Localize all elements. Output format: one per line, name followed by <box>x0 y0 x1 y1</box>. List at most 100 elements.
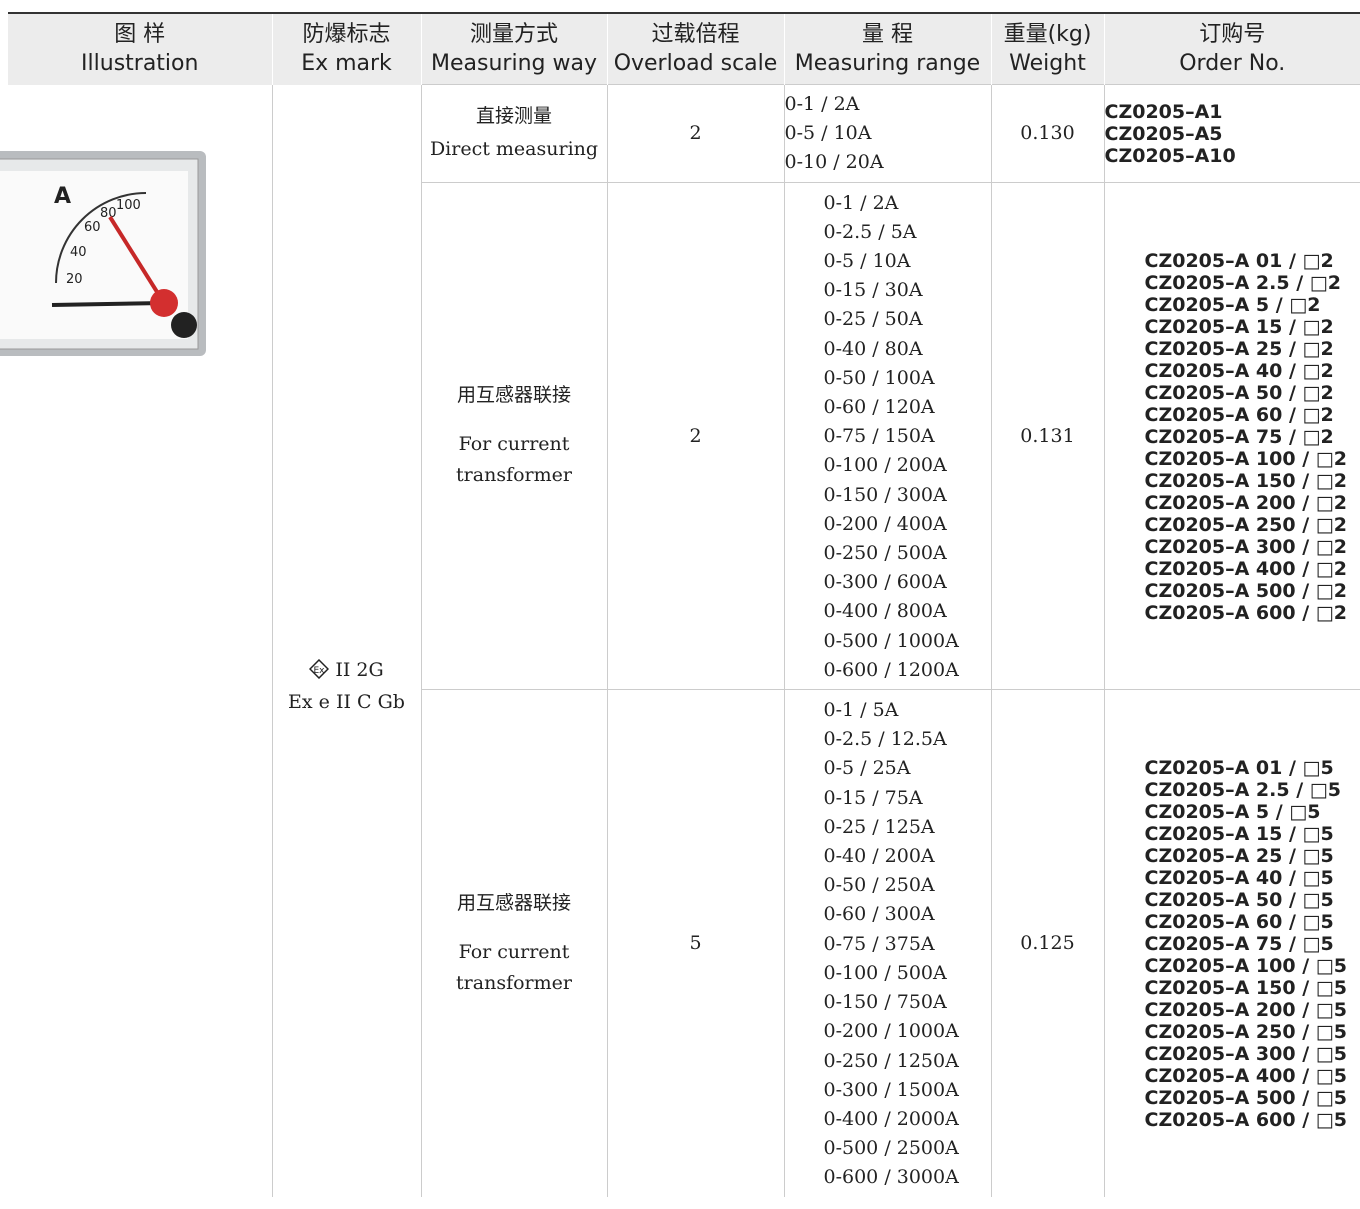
range-item: 0-50 / 100A <box>823 366 935 389</box>
range-item: 0-40 / 80A <box>823 337 923 360</box>
svg-text:100: 100 <box>116 198 141 213</box>
header-zh: 重量(kg) <box>1003 22 1092 47</box>
order-item: CZ0205–A 15 / □5 <box>1144 823 1334 846</box>
order-cell: CZ0205–A 01 / □2 CZ0205–A 2.5 / □2 CZ0205–… <box>1103 181 1360 690</box>
header-en: Measuring range <box>794 51 981 76</box>
range-item: 0-25 / 125A <box>823 815 935 838</box>
order-item: CZ0205–A 100 / □5 <box>1144 955 1347 978</box>
header-cell: 量 程 Measuring range <box>783 14 991 85</box>
svg-text:20: 20 <box>66 272 83 287</box>
order-item: CZ0205–A 600 / □2 <box>1144 601 1347 624</box>
order-item: CZ0205–A 150 / □2 <box>1144 469 1347 492</box>
svg-text:Ex: Ex <box>314 666 326 676</box>
order-item: CZ0205–A 150 / □5 <box>1144 977 1347 1000</box>
order-item: CZ0205–A 100 / □2 <box>1144 447 1347 470</box>
range-item: 0-100 / 200A <box>823 454 947 477</box>
range-cell: 0-1 / 2A 0-5 / 10A 0-10 / 20A <box>783 84 991 183</box>
method-zh: 直接测量 <box>475 105 552 128</box>
overload-cell: 2 <box>606 84 784 183</box>
method-cell: 直接测量 Direct measuring <box>420 84 607 183</box>
order-item: CZ0205–A 600 / □5 <box>1144 1109 1347 1132</box>
weight-value: 0.125 <box>1020 932 1075 955</box>
weight-cell: 0.131 <box>990 181 1104 690</box>
order-item: CZ0205–A 15 / □2 <box>1144 315 1334 338</box>
order-item: CZ0205–A 40 / □5 <box>1144 867 1334 890</box>
range-item: 0-10 / 20A <box>784 151 884 174</box>
order-item: CZ0205–A 250 / □2 <box>1144 513 1347 536</box>
ex-mark-text: II 2G <box>335 658 384 681</box>
method-en: For current <box>458 940 570 963</box>
range-item: 0-1 / 5A <box>823 699 899 722</box>
range-cell: 0-1 / 5A 0-2.5 / 12.5A 0-5 / 25A 0-15 / 75A… <box>783 689 991 1197</box>
order-item: CZ0205–A 2.5 / □2 <box>1144 271 1341 294</box>
header-en: Order No. <box>1179 51 1286 76</box>
group-row: 用互感器联接 For current transformer 5 0-1 / 5A 0-2… <box>8 689 1360 1197</box>
header-cell: 测量方式 Measuring way <box>420 14 607 85</box>
range-item: 0-60 / 300A <box>823 903 935 926</box>
range-item: 0-2.5 / 5A <box>823 220 917 243</box>
header-zh: 量 程 <box>862 22 913 47</box>
range-list: 0-1 / 2A 0-2.5 / 5A 0-5 / 10A 0-15 / 30A 0-2… <box>785 183 991 689</box>
order-cell: CZ0205–A 01 / □5 CZ0205–A 2.5 / □5 CZ0205–… <box>1103 689 1360 1197</box>
method-en: For current <box>458 433 570 456</box>
range-item: 0-75 / 375A <box>823 932 935 955</box>
header-en: Measuring way <box>431 51 597 76</box>
order-item: CZ0205–A 400 / □5 <box>1144 1065 1347 1088</box>
range-item: 0-2.5 / 12.5A <box>823 728 947 751</box>
range-item: 0-15 / 30A <box>823 279 923 302</box>
order-list: CZ0205–A 01 / □2 CZ0205–A 2.5 / □2 CZ0205–… <box>1105 244 1360 628</box>
method-en: transformer <box>456 464 572 487</box>
range-item: 0-15 / 75A <box>823 786 923 809</box>
svg-text:40: 40 <box>70 245 87 260</box>
method-cell: 用互感器联接 For current transformer <box>420 689 607 1197</box>
illustration-cell: A 20 40 60 80 100 <box>0 85 272 1197</box>
ex-mark-line2: Ex e II C Gb <box>288 690 405 713</box>
method-en: transformer <box>456 971 572 994</box>
ex-mark-cell: Ex II 2G Ex e II C Gb <box>271 84 421 1197</box>
header-cell: 重量(kg) Weight <box>990 14 1104 85</box>
order-item: CZ0205–A5 <box>1104 122 1223 145</box>
order-item: CZ0205–A 300 / □2 <box>1144 535 1347 558</box>
range-list: 0-1 / 2A 0-5 / 10A 0-10 / 20A <box>785 85 991 182</box>
range-item: 0-75 / 150A <box>823 425 935 448</box>
range-item: 0-25 / 50A <box>823 308 923 331</box>
order-item: CZ0205–A 01 / □5 <box>1144 757 1334 780</box>
range-item: 0-400 / 2000A <box>823 1107 959 1130</box>
order-item: CZ0205–A 75 / □5 <box>1144 933 1334 956</box>
header-zh: 过载倍程 <box>651 22 740 47</box>
order-item: CZ0205–A 500 / □5 <box>1144 1087 1347 1110</box>
order-cell: CZ0205–A1 CZ0205–A5 CZ0205–A10 <box>1103 84 1360 183</box>
range-item: 0-60 / 120A <box>823 396 935 419</box>
range-item: 0-150 / 300A <box>823 483 947 506</box>
range-item: 0-400 / 800A <box>823 600 947 623</box>
weight-value: 0.130 <box>1020 122 1075 145</box>
order-item: CZ0205–A 2.5 / □5 <box>1144 779 1341 802</box>
meter-illustration: A 20 40 60 80 100 <box>0 150 206 356</box>
range-item: 0-1 / 2A <box>823 191 899 214</box>
order-list: CZ0205–A 01 / □5 CZ0205–A 2.5 / □5 CZ0205–… <box>1105 751 1360 1135</box>
method-zh: 用互感器联接 <box>456 891 571 914</box>
order-item: CZ0205–A 500 / □2 <box>1144 579 1347 602</box>
header-row: 图 样 Illustration 防爆标志 Ex mark 测量方式 Measuring … <box>8 14 1360 85</box>
order-item: CZ0205–A1 <box>1104 100 1223 123</box>
order-item: CZ0205–A 60 / □5 <box>1144 911 1334 934</box>
header-zh: 订购号 <box>1199 22 1266 47</box>
svg-text:80: 80 <box>100 206 117 221</box>
order-item: CZ0205–A 400 / □2 <box>1144 557 1347 580</box>
overload-value: 2 <box>689 122 702 145</box>
range-item: 0-5 / 10A <box>784 122 872 145</box>
weight-cell: 0.130 <box>990 84 1104 183</box>
order-item: CZ0205–A 50 / □2 <box>1144 381 1334 404</box>
ex-symbol: Ex <box>309 658 330 679</box>
order-item: CZ0205–A 75 / □2 <box>1144 425 1334 448</box>
order-item: CZ0205–A 01 / □2 <box>1144 249 1334 272</box>
method-en: Direct measuring <box>429 138 599 161</box>
order-item: CZ0205–A 250 / □5 <box>1144 1021 1347 1044</box>
header-en: Weight <box>1009 51 1086 76</box>
table-body: A 20 40 60 80 100 Ex II 2G Ex e II C Gb 直接测… <box>0 84 1360 1197</box>
range-item: 0-300 / 1500A <box>823 1078 959 1101</box>
method-zh: 用互感器联接 <box>456 384 571 407</box>
ex-mark-line1: Ex II 2G <box>273 654 421 686</box>
range-item: 0-250 / 500A <box>823 542 947 565</box>
header-en: Ex mark <box>301 51 392 77</box>
